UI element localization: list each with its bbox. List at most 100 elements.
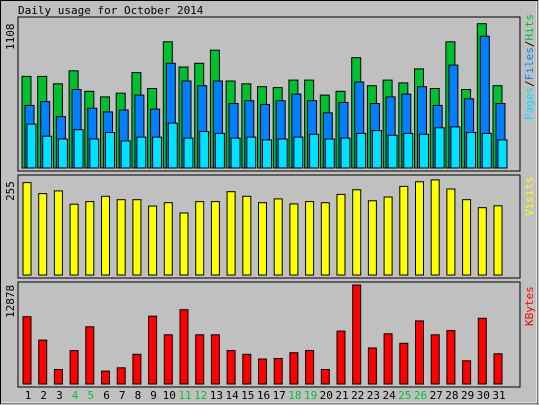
day-label: 23 xyxy=(367,389,380,402)
visits-bar xyxy=(69,203,79,276)
day-label: 26 xyxy=(414,389,427,402)
kbytes-bar xyxy=(163,334,173,385)
day-label: 4 xyxy=(72,389,79,402)
pages-bar xyxy=(214,132,225,169)
pages-bar xyxy=(340,137,351,169)
day-label: 16 xyxy=(257,389,270,402)
pages-bar xyxy=(403,132,414,169)
day-label: 9 xyxy=(150,389,157,402)
kbytes-bar xyxy=(22,316,32,385)
kbytes-bar xyxy=(38,339,48,385)
pages-bar xyxy=(120,140,131,169)
pages-bar xyxy=(57,138,68,169)
day-label: 5 xyxy=(87,389,94,402)
visits-bar xyxy=(85,201,95,276)
day-label: 17 xyxy=(273,389,286,402)
kbytes-bar xyxy=(179,309,189,385)
pages-bar xyxy=(434,127,445,169)
pages-bar xyxy=(293,136,304,169)
visits-bar xyxy=(148,205,158,276)
visits-bar xyxy=(195,201,205,276)
kbytes-bar xyxy=(305,350,315,385)
kbytes-bar xyxy=(383,333,393,385)
kbytes-bar xyxy=(116,367,126,385)
pages-bar xyxy=(497,139,508,169)
kbytes-bar xyxy=(148,315,158,385)
kbytes-bar xyxy=(195,334,205,385)
pages-bar xyxy=(230,137,241,169)
pages-bar xyxy=(167,122,178,169)
day-label: 29 xyxy=(461,389,474,402)
hits-ymax-label: 1108 xyxy=(4,24,17,51)
day-label: 15 xyxy=(241,389,254,402)
pages-bar xyxy=(42,135,53,169)
kbytes-bar xyxy=(132,353,142,385)
pages-bar xyxy=(262,139,272,169)
bar-layer xyxy=(21,23,508,385)
day-label: 3 xyxy=(56,389,63,402)
day-label: 12 xyxy=(194,389,207,402)
kbytes-ymax-label: 12878 xyxy=(4,285,17,318)
pages-bar xyxy=(481,132,492,169)
visits-bar xyxy=(493,205,503,276)
kbytes-bar xyxy=(430,334,440,385)
kbytes-legend: KBytes xyxy=(523,286,536,326)
visits-bar xyxy=(305,201,315,276)
visits-bar xyxy=(336,193,346,276)
day-label: 14 xyxy=(225,389,239,402)
visits-bar xyxy=(462,199,472,276)
kbytes-bar xyxy=(226,350,236,385)
kbytes-bar xyxy=(367,347,377,385)
kbytes-bar xyxy=(242,353,252,385)
day-label: 21 xyxy=(335,389,348,402)
visits-bar xyxy=(210,201,220,276)
day-label: 10 xyxy=(163,389,176,402)
day-label: 30 xyxy=(477,389,490,402)
day-label: 7 xyxy=(119,389,126,402)
day-label: 22 xyxy=(351,389,364,402)
kbytes-bar xyxy=(477,317,487,385)
pages-bar xyxy=(419,133,429,169)
legend-sep-1: / xyxy=(523,80,536,87)
visits-bar xyxy=(399,185,409,276)
visits-bar xyxy=(352,189,362,276)
day-label: 31 xyxy=(492,389,505,402)
kbytes-bar xyxy=(289,352,299,385)
kbytes-bar xyxy=(493,353,503,385)
day-label: 19 xyxy=(304,389,317,402)
day-label: 13 xyxy=(210,389,223,402)
visits-bar xyxy=(38,193,48,276)
pages-bar xyxy=(387,134,398,169)
visits-bar xyxy=(289,203,299,276)
day-label: 24 xyxy=(382,389,396,402)
day-label: 11 xyxy=(178,389,191,402)
kbytes-bar xyxy=(399,342,409,385)
visits-bar xyxy=(415,181,424,276)
visits-ymax-label: 255 xyxy=(4,181,17,201)
kbytes-bar xyxy=(85,326,95,385)
day-label: 2 xyxy=(40,389,47,402)
day-label: 1 xyxy=(25,389,32,402)
legend-files: Files xyxy=(523,47,536,80)
visits-bar xyxy=(116,199,126,276)
day-labels: 1 2 3 4 5 6 7 8 9 10 11 12 13 14 15 16 17 18 19 20 21 22 23 24 2… xyxy=(25,389,506,402)
pages-bar xyxy=(324,138,335,169)
pages-bar xyxy=(277,138,288,169)
pages-bar xyxy=(246,136,257,169)
kbytes-bar xyxy=(258,358,267,385)
chart-title: Daily usage for October 2014 xyxy=(18,4,204,17)
hits-legend: Pages/Files/Hits xyxy=(523,14,536,120)
kbytes-bar xyxy=(210,334,220,385)
kbytes-bar xyxy=(462,360,472,385)
day-label: 6 xyxy=(103,389,110,402)
visits-bar xyxy=(53,190,63,276)
legend-pages: Pages xyxy=(523,87,536,120)
visits-bar xyxy=(132,199,142,276)
day-label: 18 xyxy=(288,389,301,402)
visits-bar xyxy=(273,198,283,276)
day-label: 25 xyxy=(398,389,411,402)
pages-bar xyxy=(371,130,382,169)
kbytes-bar xyxy=(446,330,456,385)
pages-bar xyxy=(183,137,194,169)
